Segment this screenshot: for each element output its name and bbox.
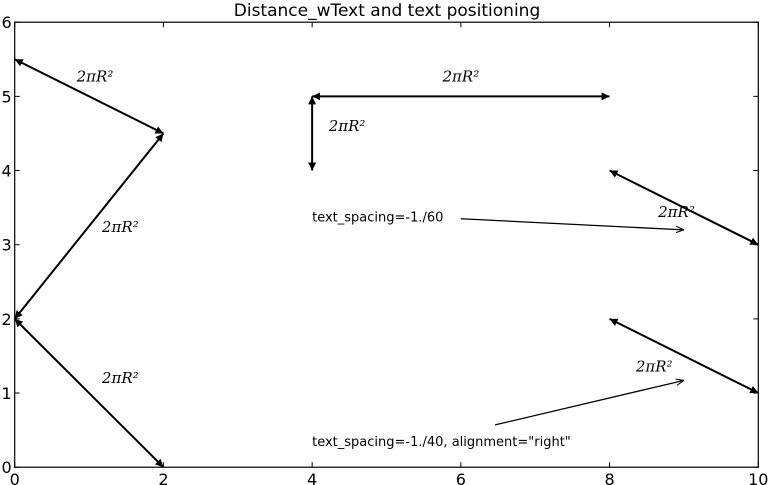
distance-arrow <box>14 58 164 135</box>
annotation-arrow <box>460 218 684 230</box>
x-tick-label: 4 <box>307 470 317 485</box>
distance-arrow <box>609 317 759 394</box>
y-tick-label: 4 <box>2 162 12 181</box>
x-tick-label: 0 <box>10 470 20 485</box>
y-tick-label: 1 <box>2 384 12 403</box>
distance-label: 2πR² <box>76 67 114 85</box>
y-tick-label: 3 <box>2 236 12 255</box>
distance-label: 2πR² <box>442 67 480 85</box>
annotation-arrow <box>494 380 684 426</box>
y-tick-label: 6 <box>2 13 12 32</box>
distance-label: 2πR² <box>101 369 139 387</box>
plot-frame <box>14 21 759 468</box>
distance-label: 2πR² <box>657 203 695 221</box>
y-tick-label: 0 <box>2 458 12 477</box>
distance-label: 2πR² <box>101 218 139 236</box>
x-tick-label: 2 <box>158 470 168 485</box>
x-tick-label: 6 <box>456 470 466 485</box>
x-tick-label: 10 <box>748 470 768 485</box>
annotation-text: text_spacing=-1./40, alignment="right" <box>312 435 571 450</box>
annotation-text: text_spacing=-1./60 <box>312 211 443 226</box>
distance-arrow <box>13 132 165 320</box>
distance-arrow <box>609 169 759 246</box>
distance-arrow <box>13 318 165 468</box>
y-tick-label: 5 <box>2 87 12 106</box>
x-tick-label: 8 <box>604 470 614 485</box>
y-tick-label: 2 <box>2 310 12 329</box>
distance-label: 2πR² <box>635 357 673 375</box>
chart-title: Distance_wText and text positioning <box>234 1 541 21</box>
distance-label: 2πR² <box>328 117 366 135</box>
